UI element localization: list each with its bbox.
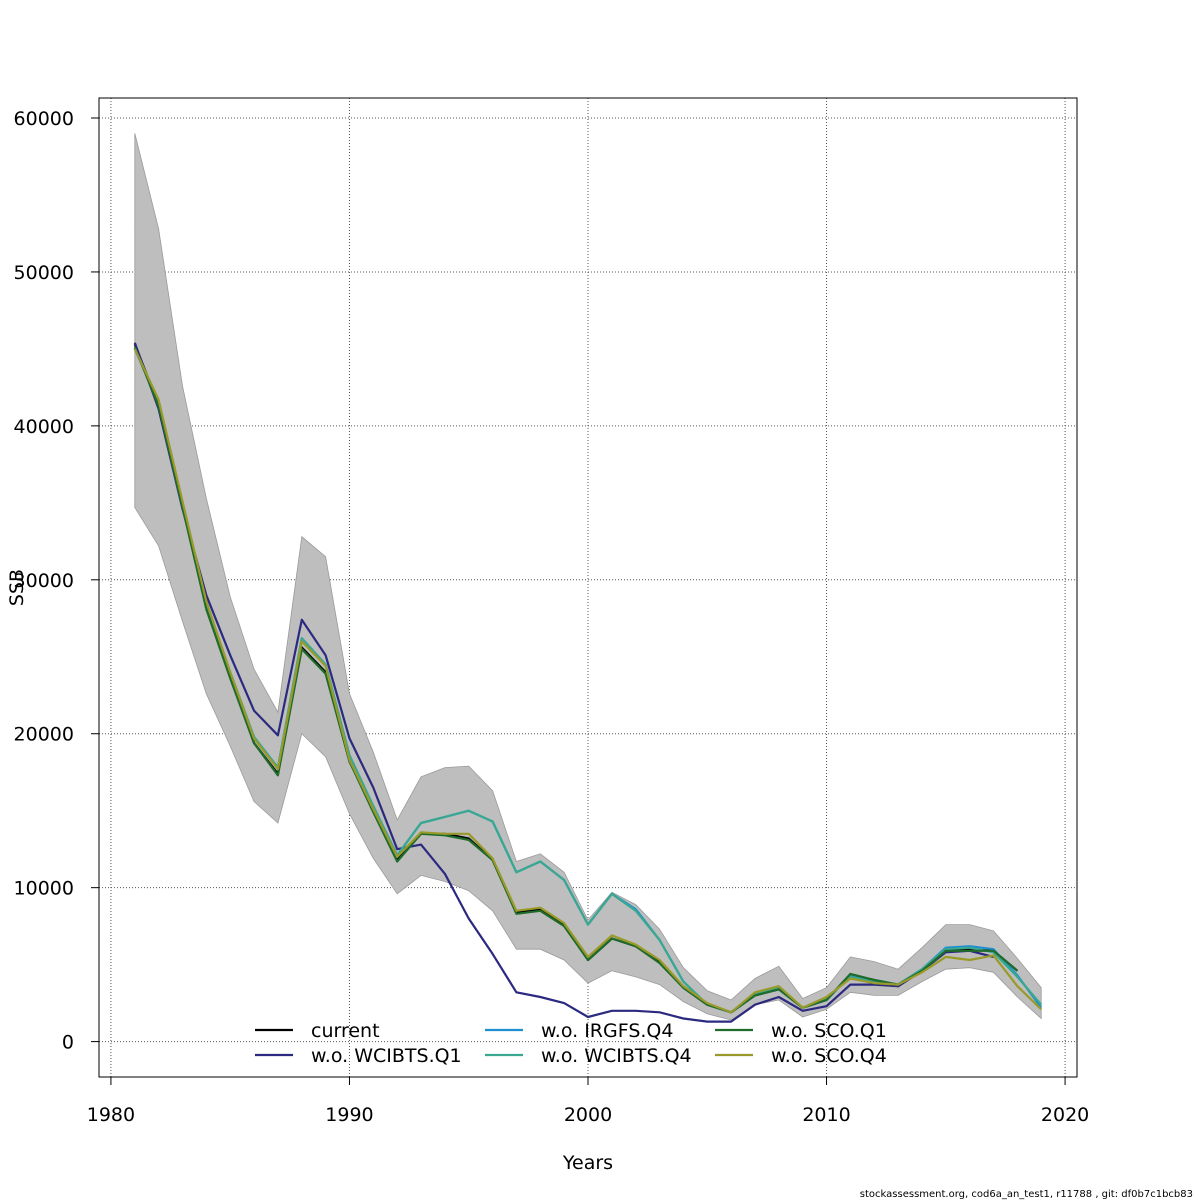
y-axis: 0 10000 20000 30000 40000 50000 60000 [14,108,100,1054]
y-tick-label: 60000 [14,108,74,130]
y-tick-label: 30000 [14,570,74,592]
x-tick-label: 2000 [564,1104,612,1126]
footer-source: stockassessment.org, cod6a_an_test1, r11… [860,1189,1193,1200]
legend-label: w.o. IRGFS.Q4 [541,1020,673,1042]
x-axis: 1980 1990 2000 2010 2020 [87,1076,1089,1126]
y-tick-label: 10000 [14,878,74,900]
x-tick-label: 2010 [802,1104,850,1126]
legend-label: w.o. SCO.Q1 [771,1020,887,1042]
y-tick-label: 50000 [14,262,74,284]
series-line [133,346,1019,1014]
y-tick-label: 40000 [14,416,74,438]
legend-label: w.o. WCIBTS.Q4 [541,1045,692,1067]
y-axis-title: SSB [6,569,28,606]
series-line [133,342,994,1023]
confidence-band-area [134,133,1042,1021]
x-tick-label: 1990 [325,1104,373,1126]
confidence-band [134,133,1042,1021]
x-tick-label: 2020 [1041,1104,1089,1126]
legend-label: w.o. SCO.Q4 [771,1045,887,1067]
x-axis-title: Years [562,1152,613,1174]
legend-label: current [311,1020,380,1042]
y-tick-label: 20000 [14,724,74,746]
legend: current w.o. WCIBTS.Q1 w.o. IRGFS.Q4 w.o. W… [255,1020,887,1067]
series-line [133,348,1042,1014]
legend-label: w.o. WCIBTS.Q1 [311,1045,462,1067]
x-tick-label: 1980 [87,1104,135,1126]
y-tick-label: 0 [62,1032,74,1054]
series-lines [133,342,1043,1023]
